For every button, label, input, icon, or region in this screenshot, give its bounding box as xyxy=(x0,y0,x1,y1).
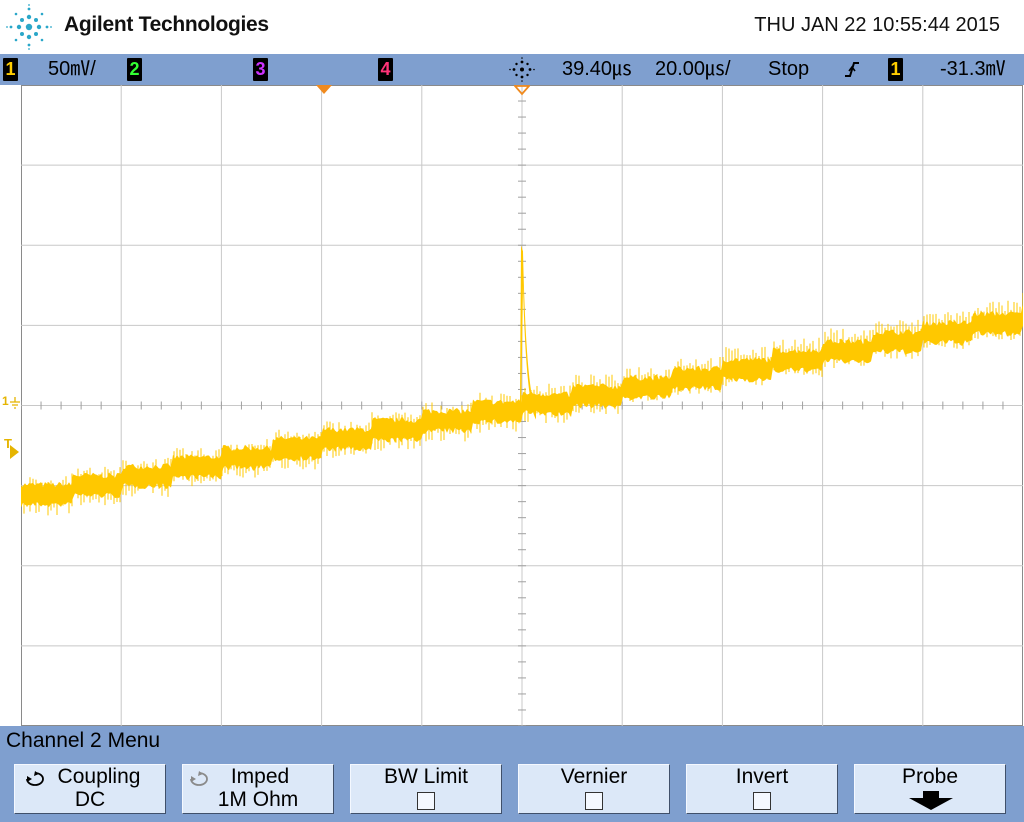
graticule xyxy=(21,85,1023,726)
coupling-softkey[interactable]: Coupling DC xyxy=(14,764,166,814)
channel-2-indicator[interactable]: 2 xyxy=(127,58,142,81)
trigger-level-marker[interactable]: T xyxy=(4,436,22,460)
trigger-level: -31.3㎷ xyxy=(940,58,1006,80)
time-delay: 39.40㎲ xyxy=(562,58,633,80)
vernier-checkbox[interactable] xyxy=(585,792,603,810)
run-state: Stop xyxy=(768,58,810,80)
coupling-value: DC xyxy=(74,788,106,811)
impedance-softkey[interactable]: Imped 1M Ohm xyxy=(182,764,334,814)
submenu-arrow-down-icon xyxy=(909,791,953,810)
rising-edge-icon xyxy=(845,62,859,77)
trigger-arrow-icon xyxy=(10,445,19,459)
acquisition-spark-icon xyxy=(509,57,535,82)
impedance-label: Imped xyxy=(230,765,290,788)
brand-name: Agilent Technologies xyxy=(64,13,269,36)
channel-1-ground-marker[interactable]: 1 xyxy=(2,394,20,416)
vernier-label: Vernier xyxy=(560,765,628,788)
trace-spike xyxy=(520,245,536,422)
channel-1-scale: 50㎷/ xyxy=(48,58,96,80)
probe-softkey[interactable]: Probe xyxy=(854,764,1006,814)
time-scale: 20.00㎲/ xyxy=(655,58,731,80)
bw-limit-softkey[interactable]: BW Limit xyxy=(350,764,502,814)
menu-title: Channel 2 Menu xyxy=(6,729,161,752)
header: Agilent Technologies THU JAN 22 10:55:44… xyxy=(0,0,1024,54)
invert-label: Invert xyxy=(735,765,789,788)
coupling-label: Coupling xyxy=(57,765,141,788)
waveform-display[interactable] xyxy=(21,85,1023,726)
bw-limit-label: BW Limit xyxy=(384,765,468,788)
delay-reference-marker[interactable] xyxy=(514,85,530,96)
cycle-arrow-icon xyxy=(26,771,44,786)
vernier-softkey[interactable]: Vernier xyxy=(518,764,670,814)
trigger-marker-label: T xyxy=(4,436,12,451)
impedance-value: 1M Ohm xyxy=(217,788,299,811)
probe-label: Probe xyxy=(901,765,959,788)
date-time: THU JAN 22 10:55:44 2015 xyxy=(754,14,1000,36)
ground-marker-label: 1 xyxy=(2,394,9,408)
agilent-spark-icon xyxy=(6,4,52,50)
channel-3-indicator[interactable]: 3 xyxy=(253,58,268,81)
status-bar: 1 50㎷/ 2 3 4 39.40㎲ 20.00㎲/ Stop 1 -31.3… xyxy=(0,54,1024,85)
cycle-arrow-icon xyxy=(190,771,208,786)
channel-1-indicator[interactable]: 1 xyxy=(3,58,18,81)
channel-4-indicator[interactable]: 4 xyxy=(378,58,393,81)
ground-icon xyxy=(10,397,20,409)
bw-limit-checkbox[interactable] xyxy=(417,792,435,810)
invert-checkbox[interactable] xyxy=(753,792,771,810)
channel-1-trace xyxy=(21,245,1023,516)
invert-softkey[interactable]: Invert xyxy=(686,764,838,814)
trigger-source[interactable]: 1 xyxy=(888,58,903,81)
trigger-position-marker[interactable] xyxy=(316,85,332,95)
channel-menu: Channel 2 Menu Coupling DC Imped 1M Ohm … xyxy=(0,726,1024,822)
